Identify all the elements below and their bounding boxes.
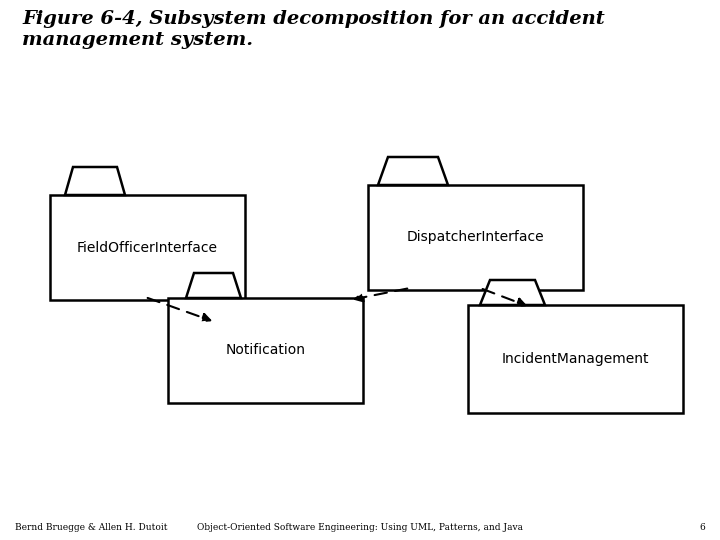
Polygon shape bbox=[65, 167, 125, 195]
Polygon shape bbox=[480, 280, 545, 305]
Bar bbox=[168, 298, 363, 403]
Polygon shape bbox=[186, 273, 241, 298]
Text: Figure 6-4, Subsystem decomposition for an accident
management system.: Figure 6-4, Subsystem decomposition for … bbox=[22, 10, 605, 49]
Polygon shape bbox=[378, 157, 448, 185]
Text: Object-Oriented Software Engineering: Using UML, Patterns, and Java: Object-Oriented Software Engineering: Us… bbox=[197, 523, 523, 532]
Text: DispatcherInterface: DispatcherInterface bbox=[407, 231, 544, 245]
Text: FieldOfficerInterface: FieldOfficerInterface bbox=[77, 240, 218, 254]
Bar bbox=[468, 305, 683, 413]
Bar bbox=[368, 185, 583, 290]
Text: 6: 6 bbox=[699, 523, 705, 532]
Bar bbox=[50, 195, 245, 300]
Text: Notification: Notification bbox=[225, 343, 305, 357]
Text: Bernd Bruegge & Allen H. Dutoit: Bernd Bruegge & Allen H. Dutoit bbox=[15, 523, 168, 532]
Text: IncidentManagement: IncidentManagement bbox=[502, 352, 649, 366]
